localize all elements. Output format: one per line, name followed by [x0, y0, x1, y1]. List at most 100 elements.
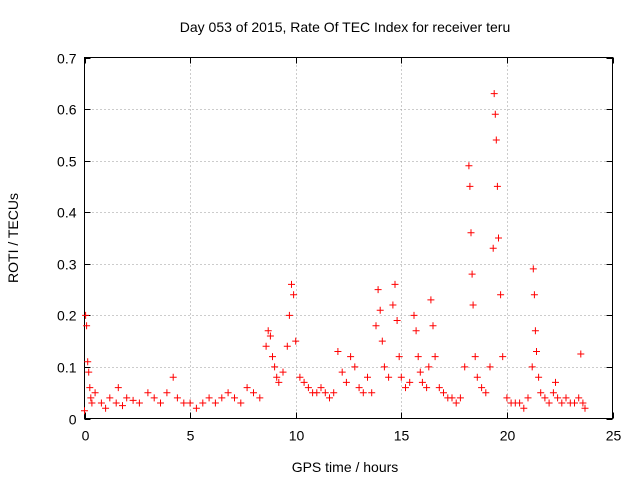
data-point: [467, 229, 475, 237]
data-point: [88, 399, 96, 407]
data-point: [218, 394, 226, 402]
data-point: [231, 394, 238, 402]
data-point: [269, 353, 276, 361]
data-point: [81, 407, 88, 415]
x-tick-label: 25: [606, 428, 622, 444]
data-point: [493, 182, 501, 190]
data-point: [466, 182, 474, 190]
data-point: [283, 342, 291, 350]
data-point: [461, 363, 469, 371]
data-point: [243, 384, 251, 392]
data-point: [97, 399, 105, 407]
data-point: [264, 327, 272, 335]
data-point: [378, 337, 386, 345]
data-point: [112, 399, 120, 407]
data-point: [397, 373, 405, 381]
data-point: [330, 389, 338, 397]
data-point: [317, 384, 325, 392]
data-point: [469, 301, 477, 309]
data-point: [313, 389, 321, 397]
data-point: [416, 368, 424, 376]
data-point: [173, 394, 181, 402]
data-point: [497, 291, 505, 299]
y-tick-label: 0: [69, 412, 77, 428]
data-point: [491, 110, 499, 118]
chart-title: Day 053 of 2015, Rate Of TEC Index for r…: [180, 19, 510, 35]
data-point: [473, 373, 481, 381]
data-point: [82, 311, 90, 319]
data-point: [150, 394, 158, 402]
data-point: [478, 384, 486, 392]
data-point: [273, 373, 281, 381]
data-point: [285, 311, 293, 319]
data-point: [528, 363, 536, 371]
data-point: [163, 389, 171, 397]
data-point: [376, 306, 384, 314]
data-point: [533, 348, 540, 355]
data-point: [395, 353, 403, 361]
data-point: [326, 394, 333, 402]
data-point: [435, 384, 443, 392]
data-point: [490, 90, 498, 98]
data-point: [224, 389, 232, 397]
data-point: [351, 363, 359, 371]
y-tick-label: 0.3: [57, 257, 77, 273]
data-point: [290, 291, 298, 299]
data-point: [440, 389, 447, 397]
data-point: [211, 399, 219, 407]
data-point: [545, 399, 553, 407]
data-point: [347, 353, 355, 361]
data-point: [106, 394, 114, 402]
data-point: [192, 404, 200, 412]
x-tick-label: 0: [82, 428, 90, 444]
y-tick-label: 0.2: [57, 308, 77, 324]
data-point: [499, 353, 507, 361]
data-point: [524, 394, 532, 402]
data-point: [429, 322, 437, 330]
data-point: [530, 291, 538, 299]
data-point: [575, 394, 583, 402]
data-point: [87, 394, 95, 402]
data-point: [205, 394, 213, 402]
x-tick-label: 20: [500, 428, 516, 444]
data-point: [144, 389, 152, 397]
data-point: [410, 311, 418, 319]
data-point: [180, 399, 188, 407]
data-point: [355, 384, 363, 392]
data-point: [468, 270, 476, 278]
data-point: [562, 394, 570, 402]
y-axis-label: ROTI / TECUs: [5, 193, 21, 283]
data-point: [448, 394, 456, 402]
data-point: [368, 389, 376, 397]
data-point: [516, 399, 524, 407]
data-point: [486, 363, 494, 371]
x-tick-label: 5: [187, 428, 195, 444]
data-point: [83, 322, 91, 330]
data-point: [558, 399, 566, 407]
data-point: [372, 322, 380, 330]
data-point: [275, 378, 283, 386]
data-point: [135, 399, 143, 407]
data-point: [452, 399, 460, 407]
data-point: [374, 286, 382, 294]
data-point: [86, 384, 94, 392]
data-point: [237, 399, 245, 407]
data-point: [431, 353, 439, 361]
data-point: [427, 296, 435, 304]
data-point: [262, 342, 270, 350]
data-point: [389, 301, 397, 309]
y-tick-label: 0.5: [57, 154, 77, 170]
data-point: [119, 402, 126, 410]
x-tick-label: 10: [289, 428, 305, 444]
data-point: [425, 363, 433, 371]
data-point: [292, 337, 300, 345]
data-point: [288, 280, 295, 288]
data-point: [412, 327, 420, 335]
data-point: [423, 384, 431, 392]
x-tick-label: 15: [394, 428, 410, 444]
data-point: [456, 394, 464, 402]
data-point: [492, 136, 500, 144]
data-point: [385, 373, 393, 381]
data-point: [541, 394, 549, 402]
